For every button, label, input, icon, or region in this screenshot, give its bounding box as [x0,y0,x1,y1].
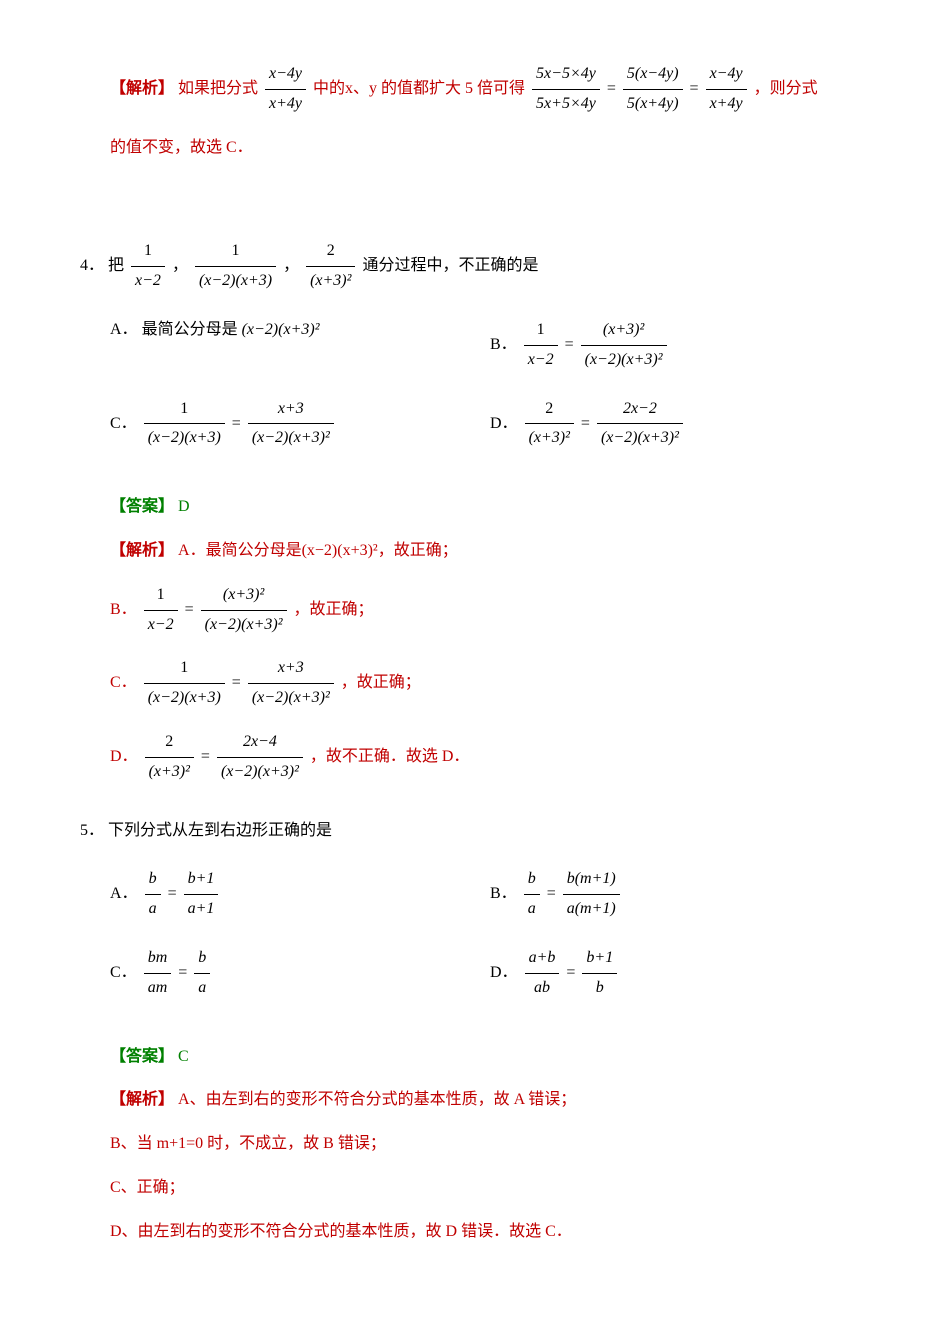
analysis-text-before: 如果把分式 [178,80,258,97]
q5-answer-block: 【答案】 C 【解析】 A、由左到右的变形不符合分式的基本性质，故 A 错误； … [110,1043,870,1247]
q4-analysis-a: 【解析】 A．最简公分母是(x−2)(x+3)²，故正确； [110,537,870,566]
q5-analysis-a: 【解析】 A、由左到右的变形不符合分式的基本性质，故 A 错误； [110,1086,870,1115]
q4-frac-2: 1 (x−2)(x+3) [195,237,276,296]
q4-text-after: 通分过程中，不正确的是 [362,257,538,274]
q4-frac-1: 1 x−2 [131,237,165,296]
q5-number: 5． [80,822,104,839]
q5-text: 下列分式从左到右边形正确的是 [108,822,332,839]
frac-1: x−4y x+4y [265,60,306,119]
q4-options: A． 最简公分母是 (x−2)(x+3)² B． 1 x−2 = (x+3)² … [110,316,870,473]
q5-option-c: C． bm am = b a [110,944,490,1003]
q5-analysis-c: C、正确； [110,1174,870,1203]
analysis-text-mid: 中的x、y 的值都扩大 5 倍可得 [313,80,525,97]
q4-answer-block: 【答案】 D 【解析】 A．最简公分母是(x−2)(x+3)²，故正确； B． … [110,493,870,786]
q5-analysis-d: D、由左到右的变形不符合分式的基本性质，故 D 错误．故选 C． [110,1218,870,1247]
question-5: 5． 下列分式从左到右边形正确的是 [80,817,870,846]
q4-text-before: 把 [108,257,124,274]
q4-answer: 【答案】 D [110,493,870,522]
analysis-line-2: 的值不变，故选 C． [110,134,870,163]
q4-option-d: D． 2 (x+3)² = 2x−2 (x−2)(x+3)² [490,395,870,454]
q4-analysis-c: C． 1 (x−2)(x+3) = x+3 (x−2)(x+3)² ，故正确； [110,654,870,713]
question-4: 4． 把 1 x−2 ， 1 (x−2)(x+3) ， 2 (x+3)² 通分过… [80,237,870,296]
q5-options: A． b a = b+1 a+1 B． b a = b(m+1) a(m+1) … [110,865,870,1022]
q4-option-b: B． 1 x−2 = (x+3)² (x−2)(x+3)² [490,316,870,375]
q5-analysis-b: B、当 m+1=0 时，不成立，故 B 错误； [110,1130,870,1159]
analysis-line-1: 【解析】 如果把分式 x−4y x+4y 中的x、y 的值都扩大 5 倍可得 5… [110,60,870,119]
frac-3: 5(x−4y) 5(x+4y) [623,60,683,119]
q4-option-a: A． 最简公分母是 (x−2)(x+3)² [110,316,490,375]
q5-answer: 【答案】 C [110,1043,870,1072]
q4-number: 4． [80,257,104,274]
q5-option-b: B． b a = b(m+1) a(m+1) [490,865,870,924]
q5-option-a: A． b a = b+1 a+1 [110,865,490,924]
q4-analysis-d: D． 2 (x+3)² = 2x−4 (x−2)(x+3)² ，故不正确．故选 … [110,728,870,787]
analysis-text-after: ，则分式 [754,80,818,97]
q5-option-d: D． a+b ab = b+1 b [490,944,870,1003]
q4-option-c: C． 1 (x−2)(x+3) = x+3 (x−2)(x+3)² [110,395,490,454]
q4-analysis-b: B． 1 x−2 = (x+3)² (x−2)(x+3)² ，故正确； [110,581,870,640]
q4-frac-3: 2 (x+3)² [306,237,355,296]
prev-question-analysis: 【解析】 如果把分式 x−4y x+4y 中的x、y 的值都扩大 5 倍可得 5… [110,60,870,162]
analysis-label: 【解析】 [110,80,174,97]
frac-4: x−4y x+4y [706,60,747,119]
frac-2: 5x−5×4y 5x+5×4y [532,60,600,119]
